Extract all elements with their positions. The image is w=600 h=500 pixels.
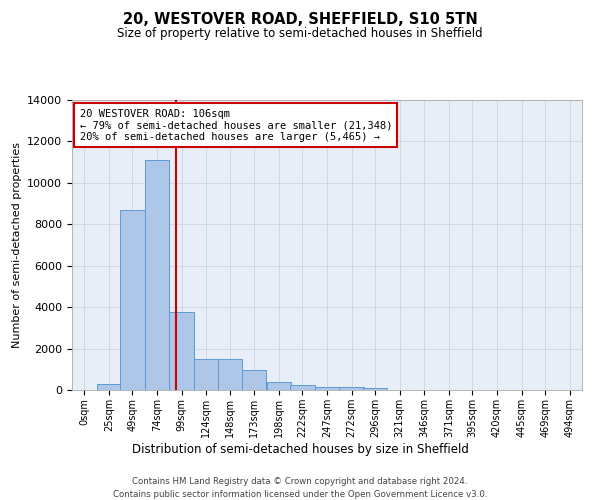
Bar [194,358,218,390]
Bar [340,387,364,390]
Text: 20, WESTOVER ROAD, SHEFFIELD, S10 5TN: 20, WESTOVER ROAD, SHEFFIELD, S10 5TN [122,12,478,28]
Text: Size of property relative to semi-detached houses in Sheffield: Size of property relative to semi-detach… [117,28,483,40]
Bar [218,358,242,390]
Bar [363,388,387,390]
Text: Distribution of semi-detached houses by size in Sheffield: Distribution of semi-detached houses by … [131,442,469,456]
Bar [315,387,339,390]
Bar [290,385,314,390]
Bar [267,382,291,390]
Y-axis label: Number of semi-detached properties: Number of semi-detached properties [11,142,22,348]
Bar [97,384,121,390]
Text: Contains public sector information licensed under the Open Government Licence v3: Contains public sector information licen… [113,490,487,499]
Text: 20 WESTOVER ROAD: 106sqm
← 79% of semi-detached houses are smaller (21,348)
20% : 20 WESTOVER ROAD: 106sqm ← 79% of semi-d… [80,108,392,142]
Bar [169,312,194,390]
Bar [120,210,145,390]
Bar [242,370,266,390]
Text: Contains HM Land Registry data © Crown copyright and database right 2024.: Contains HM Land Registry data © Crown c… [132,478,468,486]
Bar [145,160,169,390]
